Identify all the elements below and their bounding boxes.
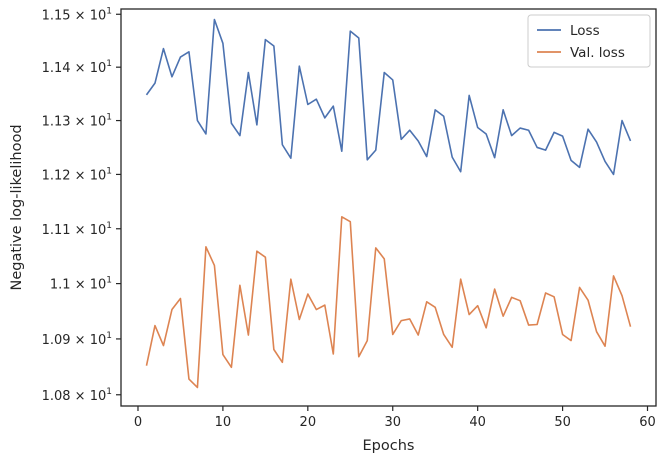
- y-tick-label: 1.11 × 101: [42, 221, 112, 238]
- y-tick-label: 1.15 × 101: [42, 6, 112, 23]
- x-tick-label: 60: [639, 415, 656, 430]
- plot-frame: [120, 8, 657, 407]
- legend-label: Val. loss: [570, 45, 625, 61]
- x-tick-label: 50: [554, 415, 571, 430]
- x-tick-label: 30: [384, 415, 401, 430]
- legend-label: Loss: [570, 23, 600, 39]
- x-axis: 0 10 20 30 40 50 60: [134, 406, 656, 430]
- y-tick-label: 1.1 × 101: [50, 276, 112, 293]
- y-axis-label: Negative log-likelihood: [9, 124, 25, 290]
- y-tick-label: 1.09 × 101: [42, 331, 112, 348]
- series-line: [145, 18, 632, 176]
- legend-box: [527, 14, 651, 68]
- x-tick-label: 0: [134, 415, 142, 430]
- y-tick-label: 1.08 × 101: [42, 387, 112, 404]
- y-tick-label: 1.14 × 101: [42, 59, 112, 76]
- x-axis-label: Epochs: [363, 438, 415, 454]
- y-tick-label: 1.13 × 101: [42, 113, 112, 130]
- x-tick-label: 20: [300, 415, 317, 430]
- legend: Loss Val. loss: [527, 14, 651, 68]
- x-tick-label: 40: [469, 415, 486, 430]
- y-axis: 1.08 × 101 1.09 × 101 1.1 × 101 1.11 × 101 1…: [42, 6, 121, 404]
- series-line: [145, 215, 632, 389]
- x-tick-label: 10: [215, 415, 232, 430]
- y-tick-label: 1.12 × 101: [42, 166, 112, 183]
- plot-lines: [145, 18, 632, 389]
